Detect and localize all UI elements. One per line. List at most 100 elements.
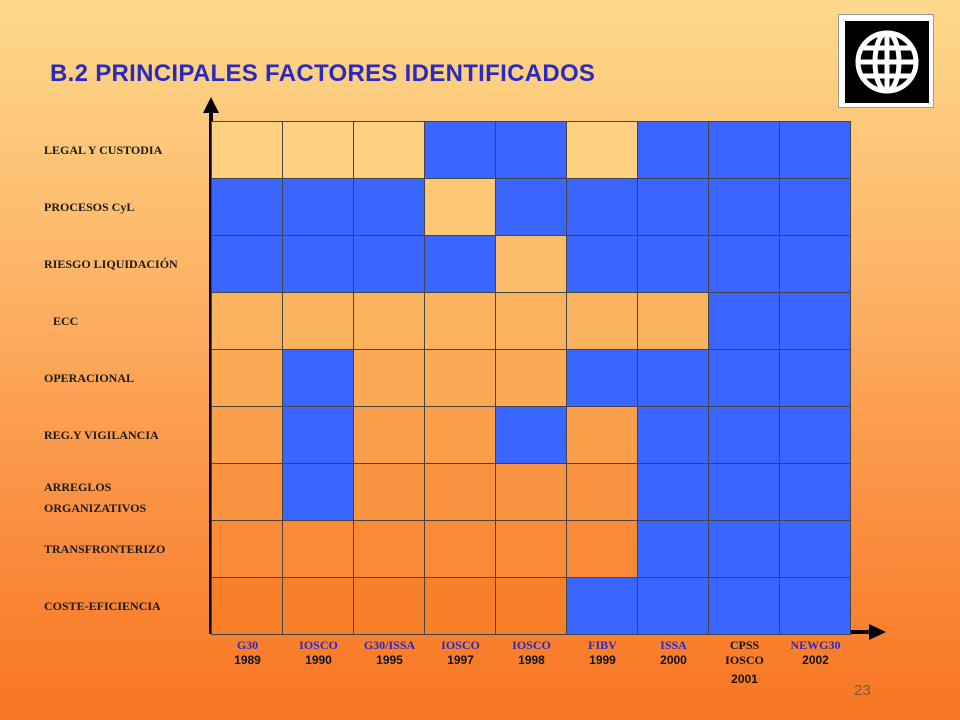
- grid-cell-no: [424, 292, 496, 350]
- row-label: REG.Y VIGILANCIA: [44, 427, 159, 442]
- column-name: IOSCO: [512, 638, 551, 652]
- grid-cell-no: [353, 520, 425, 578]
- column-name: G30/ISSA: [363, 638, 416, 652]
- grid-cell-yes: [637, 577, 709, 635]
- grid-cell-no: [211, 577, 283, 635]
- column-name: CPSS: [729, 638, 760, 652]
- grid-cell-yes: [424, 121, 496, 179]
- grid-cell-no: [211, 520, 283, 578]
- grid-cell-yes: [495, 178, 567, 236]
- grid-cell-no: [353, 406, 425, 464]
- grid-cell-yes: [282, 406, 354, 464]
- column-label: IOSCO 1998: [497, 638, 567, 668]
- row-label: ARREGLOS ORGANIZATIVOS: [44, 477, 146, 519]
- column-year: 1997: [447, 653, 474, 667]
- page-number: 23: [854, 682, 871, 699]
- row-label-line: ORGANIZATIVOS: [44, 500, 147, 515]
- grid-cell-yes: [779, 235, 851, 293]
- grid-cell-no: [353, 349, 425, 407]
- grid-cell-no: [637, 292, 709, 350]
- row-label-line: ARREGLOS: [44, 479, 112, 494]
- grid-cell-yes: [637, 235, 709, 293]
- grid-cell-no: [424, 463, 496, 521]
- grid-cell-yes: [708, 292, 780, 350]
- column-label: CPSS IOSCO 2001: [710, 638, 780, 687]
- column-year: 1999: [589, 653, 616, 667]
- column-year: 1998: [518, 653, 545, 667]
- grid-cell-yes: [779, 520, 851, 578]
- grid-cell-yes: [637, 520, 709, 578]
- grid-cell-no: [282, 577, 354, 635]
- column-name: IOSCO: [441, 638, 480, 652]
- column-year: 1995: [376, 653, 403, 667]
- grid-cell-no: [282, 520, 354, 578]
- grid-cell-no: [495, 292, 567, 350]
- grid-cell-yes: [211, 178, 283, 236]
- grid-cell-no: [211, 349, 283, 407]
- grid-cell-no: [424, 349, 496, 407]
- grid-cell-yes: [708, 349, 780, 407]
- grid-cell-yes: [708, 235, 780, 293]
- grid-cell-yes: [353, 235, 425, 293]
- grid-cell-yes: [495, 121, 567, 179]
- grid-cell-no: [566, 463, 638, 521]
- globe-logo-icon: [855, 30, 919, 94]
- grid-cell-no: [424, 406, 496, 464]
- grid-cell-no: [566, 292, 638, 350]
- column-label: IOSCO 1990: [284, 638, 354, 668]
- row-label: LEGAL Y CUSTODIA: [44, 142, 163, 157]
- world-bank-logo: [838, 14, 934, 108]
- grid-cell-yes: [708, 577, 780, 635]
- grid-cell-yes: [566, 349, 638, 407]
- column-name: NEWG30: [790, 638, 841, 652]
- grid-cell-yes: [637, 121, 709, 179]
- grid-cell-yes: [779, 178, 851, 236]
- grid-cell-yes: [353, 178, 425, 236]
- row-label: RIESGO LIQUIDACIÓN: [44, 256, 178, 271]
- grid-cell-no: [424, 577, 496, 635]
- grid-cell-yes: [424, 235, 496, 293]
- grid-cell-yes: [282, 235, 354, 293]
- column-name: IOSCO: [725, 653, 764, 667]
- grid-cell-no: [424, 520, 496, 578]
- grid-cell-yes: [779, 121, 851, 179]
- grid-cell-yes: [708, 178, 780, 236]
- grid-cell-yes: [708, 520, 780, 578]
- column-year: 2000: [660, 653, 687, 667]
- grid-cell-no: [353, 463, 425, 521]
- grid-cell-yes: [282, 349, 354, 407]
- column-label: IOSCO 1997: [426, 638, 496, 668]
- grid-cell-yes: [637, 349, 709, 407]
- column-name: FIBV: [588, 638, 617, 652]
- grid-cell-no: [495, 463, 567, 521]
- grid-cell-yes: [211, 235, 283, 293]
- grid-cell-yes: [779, 406, 851, 464]
- grid-cell-no: [495, 349, 567, 407]
- grid-cell-yes: [708, 463, 780, 521]
- grid-cell-no: [353, 577, 425, 635]
- column-year: 1990: [305, 653, 332, 667]
- grid-cell-yes: [282, 463, 354, 521]
- grid-cell-yes: [495, 406, 567, 464]
- column-label: G30/ISSA 1995: [355, 638, 425, 668]
- grid-cell-no: [211, 463, 283, 521]
- column-year: 2001: [731, 672, 758, 686]
- grid-cell-no: [282, 121, 354, 179]
- grid-cell-yes: [637, 463, 709, 521]
- grid-cell-no: [353, 292, 425, 350]
- x-axis-arrow-icon: [869, 624, 886, 640]
- column-label: NEWG30 2002: [781, 638, 851, 668]
- column-label: ISSA 2000: [639, 638, 709, 668]
- grid-cell-no: [211, 121, 283, 179]
- grid-cell-no: [211, 292, 283, 350]
- grid-cell-no: [566, 121, 638, 179]
- column-year: 1989: [234, 653, 261, 667]
- row-label: PROCESOS CyL: [44, 199, 135, 214]
- grid-cell-no: [495, 235, 567, 293]
- grid-cell-no: [495, 520, 567, 578]
- column-name: G30: [236, 638, 259, 652]
- column-name: ISSA: [660, 638, 687, 652]
- grid-cell-yes: [779, 463, 851, 521]
- row-label: OPERACIONAL: [44, 370, 135, 385]
- grid-cell-yes: [637, 178, 709, 236]
